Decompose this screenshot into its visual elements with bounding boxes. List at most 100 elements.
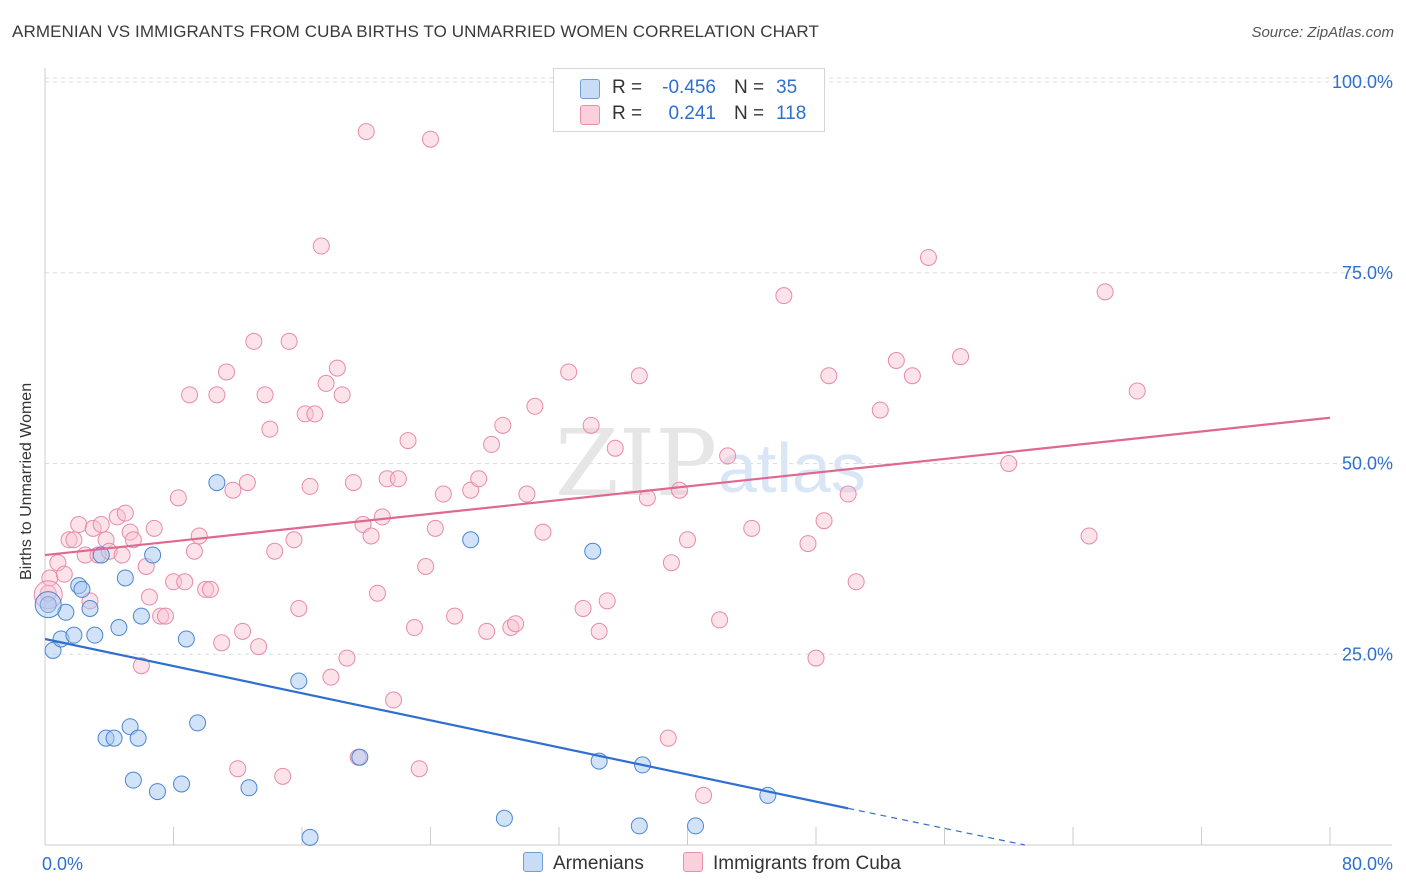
point-armenians xyxy=(189,714,207,732)
point-armenians xyxy=(57,603,75,621)
chart-title: ARMENIAN VS IMMIGRANTS FROM CUBA BIRTHS … xyxy=(12,22,819,41)
point-immigrants-from-cuba xyxy=(659,729,677,747)
point-immigrants-from-cuba xyxy=(208,386,226,404)
point-immigrants-from-cuba xyxy=(306,405,324,423)
point-armenians xyxy=(240,779,258,797)
point-immigrants-from-cuba xyxy=(124,531,142,549)
point-immigrants-from-cuba xyxy=(389,470,407,488)
stats-legend: R = -0.456 N = 35 R = 0.241 N = 118 xyxy=(553,68,825,132)
point-immigrants-from-cuba xyxy=(116,504,134,522)
point-immigrants-from-cuba xyxy=(176,573,194,591)
point-armenians xyxy=(584,542,602,560)
point-immigrants-from-cuba xyxy=(1080,527,1098,545)
r-label: R = xyxy=(612,103,643,124)
n-label: N = xyxy=(734,103,765,124)
series-legend: Armenians Immigrants from Cuba xyxy=(0,852,1406,878)
point-immigrants-from-cuba xyxy=(478,622,496,640)
point-armenians xyxy=(351,748,369,766)
point-immigrants-from-cuba xyxy=(213,634,231,652)
n-value: 118 xyxy=(776,103,807,124)
point-armenians xyxy=(687,817,705,835)
point-immigrants-from-cuba xyxy=(362,527,380,545)
point-immigrants-from-cuba xyxy=(952,348,970,366)
point-immigrants-from-cuba xyxy=(368,584,386,602)
point-immigrants-from-cuba xyxy=(574,599,592,617)
point-immigrants-from-cuba xyxy=(84,519,102,537)
point-immigrants-from-cuba xyxy=(483,435,501,453)
point-immigrants-from-cuba xyxy=(113,546,131,564)
r-label: R = xyxy=(612,77,643,98)
x-tick-label: 0.0% xyxy=(42,854,83,874)
point-immigrants-from-cuba xyxy=(338,649,356,667)
point-immigrants-from-cuba xyxy=(296,405,314,423)
watermark-atlas: atlas xyxy=(718,429,866,507)
watermark: ZIP atlas xyxy=(555,410,866,517)
gridlines xyxy=(45,77,1392,655)
legend-item-cuba[interactable]: Immigrants from Cuba xyxy=(683,852,901,875)
point-immigrants-from-cuba xyxy=(470,470,488,488)
point-immigrants-from-cuba xyxy=(92,516,110,534)
trend-line-immigrants-from-cuba xyxy=(44,416,1331,557)
point-immigrants-from-cuba xyxy=(494,416,512,434)
point-armenians xyxy=(39,596,57,614)
point-immigrants-from-cuba xyxy=(181,386,199,404)
point-immigrants-from-cuba xyxy=(847,573,865,591)
point-immigrants-from-cuba xyxy=(719,447,737,465)
point-immigrants-from-cuba xyxy=(679,531,696,549)
point-immigrants-from-cuba xyxy=(280,332,298,350)
point-immigrants-from-cuba xyxy=(108,508,126,526)
point-armenians xyxy=(116,569,134,587)
point-immigrants-from-cuba xyxy=(919,248,937,266)
x-tick-label: 80.0% xyxy=(1342,854,1393,874)
r-value: -0.456 xyxy=(662,77,716,98)
point-immigrants-from-cuba xyxy=(185,542,203,560)
swatch-cuba xyxy=(580,105,600,125)
series-immigrants-from-cuba-points xyxy=(33,123,1146,804)
point-immigrants-from-cuba xyxy=(446,607,464,625)
point-immigrants-from-cuba xyxy=(815,512,833,530)
watermark-zip: ZIP xyxy=(555,410,717,517)
point-immigrants-from-cuba xyxy=(152,607,170,625)
point-immigrants-from-cuba xyxy=(1128,382,1146,400)
point-immigrants-from-cuba xyxy=(190,527,208,545)
y-tick-label: 25.0% xyxy=(1342,644,1393,664)
point-armenians xyxy=(129,729,147,747)
point-immigrants-from-cuba xyxy=(132,657,150,675)
legend-label-armenians: Armenians xyxy=(553,853,644,874)
source-label: Source: ZipAtlas.com xyxy=(1251,24,1394,41)
point-immigrants-from-cuba xyxy=(582,416,600,434)
point-immigrants-from-cuba xyxy=(301,477,319,495)
point-immigrants-from-cuba xyxy=(630,367,648,385)
point-immigrants-from-cuba xyxy=(256,386,274,404)
point-armenians xyxy=(110,619,128,637)
stats-row-cuba: R = 0.241 N = 118 xyxy=(554,100,824,128)
point-immigrants-from-cuba xyxy=(417,558,435,576)
point-immigrants-from-cuba xyxy=(518,485,536,503)
point-immigrants-from-cuba xyxy=(560,363,578,381)
point-immigrants-from-cuba xyxy=(201,580,219,598)
point-immigrants-from-cuba xyxy=(218,363,236,381)
legend-item-armenians[interactable]: Armenians xyxy=(523,852,644,875)
point-immigrants-from-cuba xyxy=(695,786,713,804)
point-immigrants-from-cuba xyxy=(261,420,279,438)
point-armenians xyxy=(177,630,195,648)
point-immigrants-from-cuba xyxy=(60,531,78,549)
point-immigrants-from-cuba xyxy=(405,619,423,637)
legend-label-cuba: Immigrants from Cuba xyxy=(713,853,901,874)
point-armenians xyxy=(495,809,513,827)
point-armenians xyxy=(290,672,308,690)
point-immigrants-from-cuba xyxy=(820,367,838,385)
point-armenians xyxy=(462,531,480,549)
point-immigrants-from-cuba xyxy=(662,554,680,572)
point-immigrants-from-cuba xyxy=(55,565,73,583)
point-immigrants-from-cuba xyxy=(156,607,174,625)
point-immigrants-from-cuba xyxy=(399,432,417,450)
point-armenians xyxy=(630,817,648,835)
n-value: 35 xyxy=(776,77,798,98)
point-immigrants-from-cuba xyxy=(743,519,761,537)
point-immigrants-from-cuba xyxy=(357,123,375,141)
legend-swatch-armenians xyxy=(523,852,543,872)
axes xyxy=(44,68,1392,846)
point-immigrants-from-cuba xyxy=(65,531,83,549)
